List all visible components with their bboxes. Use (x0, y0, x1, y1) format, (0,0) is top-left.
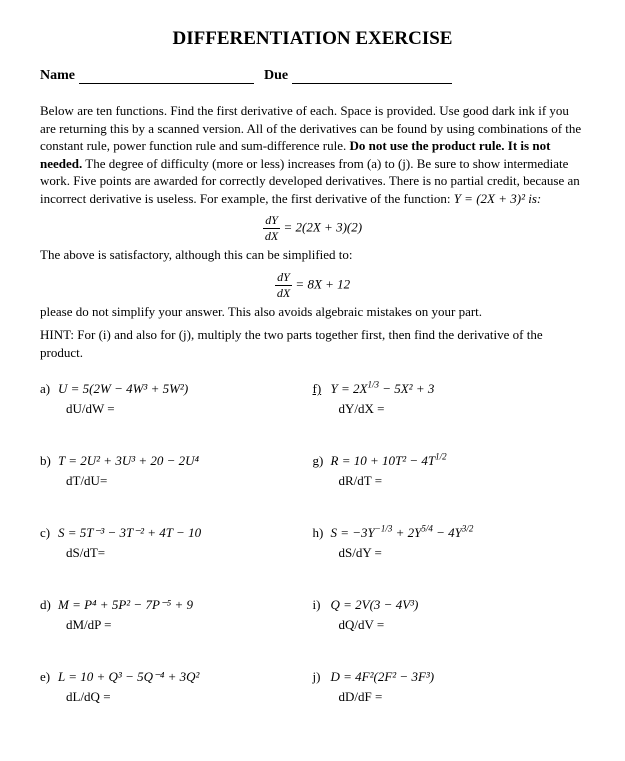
problem-row: c)S = 5T⁻³ − 3T⁻² + 4T − 10 dS/dT=h)S = −… (40, 525, 585, 561)
example-deriv: = 2(2X + 3)(2) (284, 220, 363, 235)
problem-derivative-prompt: dY/dX = (339, 401, 586, 417)
problem-letter: d) (40, 597, 58, 613)
problem-equation: D = 4F²(2F² − 3F³) (331, 669, 435, 684)
problem-equation: M = P⁴ + 5P² − 7P⁻⁵ + 9 (58, 597, 193, 612)
example-simpl-line: dYdX = 8X + 12 (40, 270, 585, 301)
page-title: DIFFERENTIATION EXERCISE (40, 28, 585, 50)
problem-derivative-prompt: dS/dT= (66, 545, 313, 561)
problem-row: b)T = 2U² + 3U³ + 20 − 2U⁴ dT/dU=g)R = 10… (40, 453, 585, 489)
example-fn: Y = (2X + 3)² is: (454, 191, 542, 206)
problem-row: a)U = 5(2W − 4W³ + 5W²) dU/dW =f)Y = 2X1/… (40, 381, 585, 417)
problem-letter: h) (313, 525, 331, 541)
problem-equation: U = 5(2W − 4W³ + 5W²) (58, 381, 188, 396)
problems: a)U = 5(2W − 4W³ + 5W²) dU/dW =f)Y = 2X1/… (40, 381, 585, 705)
page: DIFFERENTIATION EXERCISE Name Due Below … (0, 0, 625, 761)
instr-4: please do not simplify your answer. This… (40, 303, 585, 321)
problem-b: b)T = 2U² + 3U³ + 20 − 2U⁴ dT/dU= (40, 453, 313, 489)
example-simpl: = 8X + 12 (295, 276, 350, 291)
problem-derivative-prompt: dD/dF = (339, 689, 586, 705)
due-label: Due (264, 68, 288, 83)
problem-derivative-prompt: dM/dP = (66, 617, 313, 633)
example-deriv-line: dYdX = 2(2X + 3)(2) (40, 213, 585, 244)
problem-h: h)S = −3Y−1/3 + 2Y5/4 − 4Y3/2 dS/dY = (313, 525, 586, 561)
problem-j: j)D = 4F²(2F² − 3F³) dD/dF = (313, 669, 586, 705)
problem-equation: T = 2U² + 3U³ + 20 − 2U⁴ (58, 453, 199, 468)
instructions: Below are ten functions. Find the first … (40, 102, 585, 207)
problem-g: g)R = 10 + 10T² − 4T1/2 dR/dT = (313, 453, 586, 489)
problem-letter: j) (313, 669, 331, 685)
problem-letter: f) (313, 381, 331, 397)
problem-derivative-prompt: dT/dU= (66, 473, 313, 489)
problem-equation: Y = 2X1/3 − 5X² + 3 (331, 381, 435, 396)
problem-letter: i) (313, 597, 331, 613)
problem-equation: Q = 2V(3 − 4V³) (331, 597, 419, 612)
problem-letter: b) (40, 453, 58, 469)
problem-derivative-prompt: dQ/dV = (339, 617, 586, 633)
problem-derivative-prompt: dR/dT = (339, 473, 586, 489)
hint: HINT: For (i) and also for (j), multiply… (40, 326, 585, 361)
problem-equation: R = 10 + 10T² − 4T1/2 (331, 453, 447, 468)
name-label: Name (40, 68, 75, 83)
name-due-line: Name Due (40, 68, 585, 84)
dy-dx-frac: dYdX (263, 213, 280, 244)
problem-letter: g) (313, 453, 331, 469)
problem-c: c)S = 5T⁻³ − 3T⁻² + 4T − 10 dS/dT= (40, 525, 313, 561)
problem-a: a)U = 5(2W − 4W³ + 5W²) dU/dW = (40, 381, 313, 417)
name-blank[interactable] (79, 69, 254, 84)
problem-i: i)Q = 2V(3 − 4V³) dQ/dV = (313, 597, 586, 633)
problem-derivative-prompt: dL/dQ = (66, 689, 313, 705)
problem-letter: c) (40, 525, 58, 541)
due-blank[interactable] (292, 69, 452, 84)
problem-e: e)L = 10 + Q³ − 5Q⁻⁴ + 3Q² dL/dQ = (40, 669, 313, 705)
problem-equation: S = −3Y−1/3 + 2Y5/4 − 4Y3/2 (331, 525, 474, 540)
problem-equation: L = 10 + Q³ − 5Q⁻⁴ + 3Q² (58, 669, 199, 684)
problem-derivative-prompt: dS/dY = (339, 545, 586, 561)
problem-equation: S = 5T⁻³ − 3T⁻² + 4T − 10 (58, 525, 201, 540)
problem-letter: a) (40, 381, 58, 397)
problem-f: f)Y = 2X1/3 − 5X² + 3 dY/dX = (313, 381, 586, 417)
problem-d: d)M = P⁴ + 5P² − 7P⁻⁵ + 9 dM/dP = (40, 597, 313, 633)
problem-letter: e) (40, 669, 58, 685)
instr-3: The above is satisfactory, although this… (40, 246, 585, 264)
dy-dx-frac-2: dYdX (275, 270, 292, 301)
problem-row: d)M = P⁴ + 5P² − 7P⁻⁵ + 9 dM/dP =i)Q = 2V… (40, 597, 585, 633)
problem-row: e)L = 10 + Q³ − 5Q⁻⁴ + 3Q² dL/dQ =j)D = 4… (40, 669, 585, 705)
problem-derivative-prompt: dU/dW = (66, 401, 313, 417)
